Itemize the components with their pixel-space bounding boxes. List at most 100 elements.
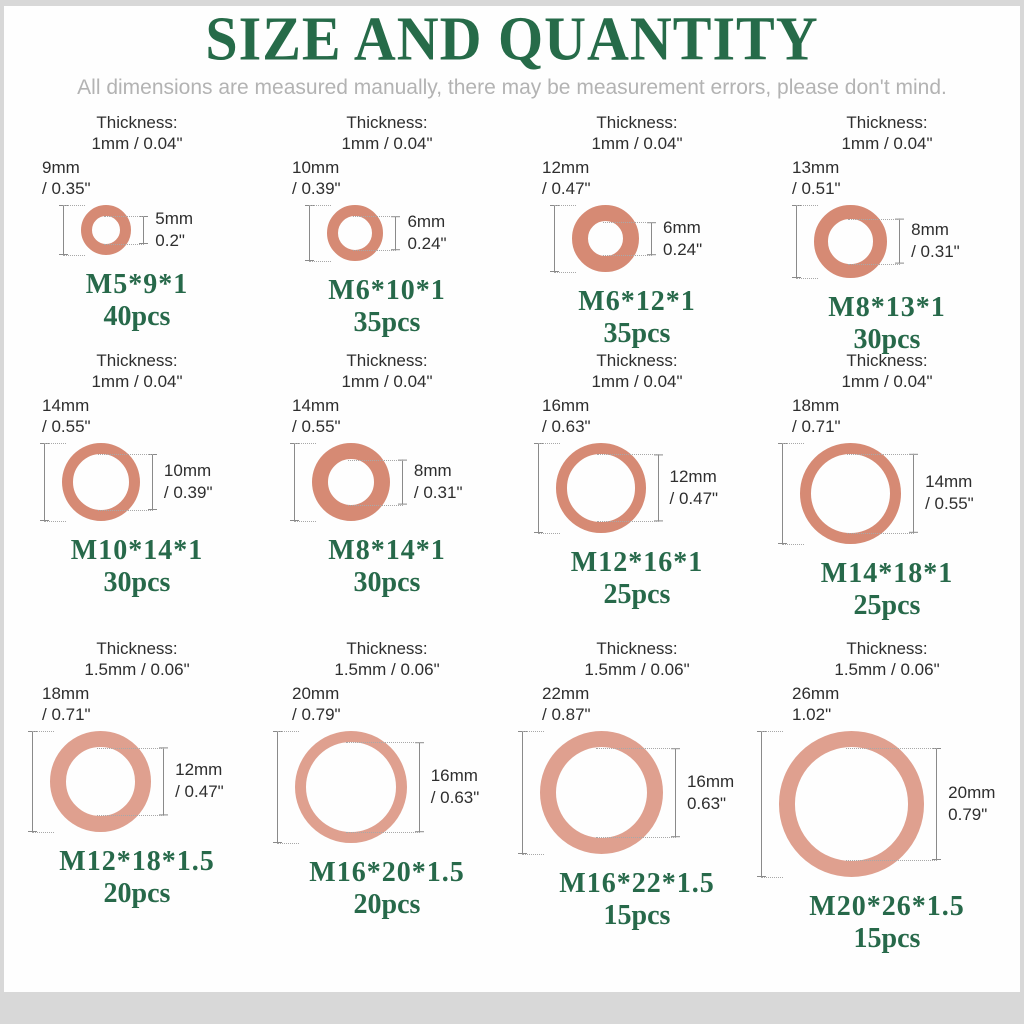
thickness-label: Thickness: 1.5mm / 0.06" bbox=[84, 638, 189, 681]
thickness-value: 1mm / 0.04" bbox=[841, 134, 933, 154]
outer-diameter-inch: / 0.55" bbox=[292, 416, 341, 436]
quantity-label: 15pcs bbox=[603, 900, 671, 932]
copper-washer-ring bbox=[778, 731, 925, 877]
measure-leader-line bbox=[796, 277, 819, 279]
size-label: M8*14*1 bbox=[328, 535, 446, 567]
outer-diameter-mm: 18mm bbox=[792, 395, 840, 415]
quantity-label: 25pcs bbox=[603, 578, 671, 610]
measure-leader-line bbox=[602, 221, 653, 223]
outer-diameter-mm: 14mm bbox=[292, 395, 340, 415]
inner-diameter-inch: / 0.55" bbox=[925, 494, 974, 514]
copper-washer-ring bbox=[294, 731, 407, 843]
washer-diagram: 16mm 0.63" bbox=[517, 731, 735, 856]
outer-diameter-inch: / 0.47" bbox=[542, 178, 591, 198]
page-title: SIZE AND QUANTITY bbox=[205, 3, 819, 74]
measure-leader-line bbox=[845, 859, 938, 861]
inner-diameter-mm: 16mm bbox=[430, 765, 478, 785]
measure-leader-line bbox=[846, 454, 915, 456]
outer-measure-line bbox=[272, 731, 282, 843]
measure-leader-line bbox=[346, 831, 420, 833]
washer-ring-box bbox=[39, 443, 157, 523]
washer-item: Thickness: 1.5mm / 0.06" 20mm / 0.79" 16… bbox=[262, 632, 512, 978]
measure-leader-line bbox=[97, 510, 153, 512]
inner-diameter-label: 6mm 0.24" bbox=[407, 211, 446, 255]
measure-leader-line bbox=[597, 521, 659, 523]
inner-diameter-inch: 0.63" bbox=[686, 793, 727, 813]
inner-diameter-mm: 16mm bbox=[686, 771, 735, 791]
thickness-title: Thickness: bbox=[346, 113, 428, 132]
outer-measure-line bbox=[517, 731, 527, 855]
outer-diameter-mm: 18mm bbox=[42, 683, 90, 703]
copper-washer-ring bbox=[61, 443, 140, 522]
measure-leader-line bbox=[760, 876, 783, 878]
thickness-label: Thickness: 1mm / 0.04" bbox=[841, 350, 932, 393]
washer-item: Thickness: 1.5mm / 0.06" 18mm / 0.71" 12… bbox=[12, 632, 262, 978]
outer-diameter-inch: / 0.71" bbox=[42, 704, 91, 724]
measure-leader-line bbox=[521, 854, 544, 856]
thickness-title: Thickness: bbox=[346, 639, 428, 658]
inner-diameter-inch: / 0.31" bbox=[911, 242, 960, 262]
inner-diameter-label: 6mm 0.24" bbox=[663, 217, 702, 261]
copper-washer-ring bbox=[539, 731, 663, 855]
inner-measure-line bbox=[139, 216, 149, 245]
measure-leader-line bbox=[602, 255, 653, 257]
copper-washer-ring bbox=[80, 205, 132, 256]
thickness-value: 1mm / 0.04" bbox=[591, 372, 683, 392]
washer-diagram: 5mm 0.2" bbox=[58, 205, 193, 257]
measure-leader-line bbox=[96, 814, 165, 816]
washer-ring-box bbox=[792, 205, 905, 279]
copper-washer-ring bbox=[327, 205, 384, 261]
inner-measure-line bbox=[159, 747, 169, 816]
inner-diameter-mm: 10mm bbox=[163, 461, 212, 481]
size-label: M8*13*1 bbox=[828, 291, 946, 323]
washer-ring-box bbox=[756, 731, 942, 878]
outer-measure-line bbox=[756, 731, 766, 877]
measure-leader-line bbox=[62, 255, 85, 257]
outer-measure-line bbox=[549, 205, 559, 273]
measure-leader-line bbox=[43, 443, 66, 444]
outer-diameter-inch: / 0.87" bbox=[542, 704, 591, 724]
thickness-value: 1mm / 0.04" bbox=[841, 372, 933, 392]
inner-diameter-mm: 8mm bbox=[413, 461, 452, 481]
thickness-label: Thickness: 1mm / 0.04" bbox=[591, 112, 682, 155]
outer-diameter-label: 10mm / 0.39" bbox=[292, 157, 341, 200]
inner-diameter-label: 20mm 0.79" bbox=[948, 782, 995, 826]
copper-washer-ring bbox=[50, 731, 152, 832]
size-label: M10*14*1 bbox=[70, 535, 204, 567]
thickness-title: Thickness: bbox=[846, 113, 928, 132]
inner-diameter-label: 14mm / 0.55" bbox=[925, 471, 974, 515]
inner-diameter-label: 12mm / 0.47" bbox=[670, 466, 719, 510]
outer-diameter-label: 14mm / 0.55" bbox=[42, 395, 91, 438]
inner-diameter-inch: / 0.47" bbox=[669, 488, 719, 508]
washer-diagram: 20mm 0.79" bbox=[756, 731, 995, 878]
size-label: M20*26*1.5 bbox=[809, 890, 965, 922]
washer-ring-box bbox=[58, 205, 149, 257]
washer-diagram: 12mm / 0.47" bbox=[533, 443, 719, 534]
size-label: M16*20*1.5 bbox=[309, 857, 465, 888]
washer-diagram: 6mm 0.24" bbox=[305, 205, 447, 262]
washer-item: Thickness: 1mm / 0.04" 14mm / 0.55" 8mm … bbox=[262, 344, 512, 632]
inner-diameter-mm: 6mm bbox=[407, 211, 446, 231]
outer-diameter-label: 18mm / 0.71" bbox=[792, 395, 841, 438]
washer-ring-box bbox=[517, 731, 680, 856]
measure-leader-line bbox=[847, 263, 901, 265]
thickness-title: Thickness: bbox=[596, 351, 678, 370]
quantity-label: 30pcs bbox=[853, 323, 921, 355]
quantity-label: 40pcs bbox=[103, 301, 171, 333]
outer-diameter-inch: / 0.55" bbox=[42, 416, 91, 436]
outer-diameter-label: 13mm / 0.51" bbox=[792, 157, 841, 200]
measure-leader-line bbox=[847, 218, 901, 220]
measure-leader-line bbox=[760, 731, 783, 732]
inner-diameter-mm: 6mm bbox=[663, 217, 701, 237]
washer-ring-box bbox=[778, 443, 919, 545]
outer-diameter-mm: 12mm bbox=[542, 157, 590, 177]
thickness-label: Thickness: 1mm / 0.04" bbox=[341, 350, 432, 393]
outer-diameter-inch: 1.02" bbox=[792, 704, 832, 724]
measure-leader-line bbox=[309, 205, 332, 206]
inner-diameter-label: 8mm / 0.31" bbox=[414, 460, 463, 504]
measure-leader-line bbox=[782, 443, 805, 444]
inner-measure-line bbox=[397, 459, 407, 505]
inner-diameter-inch: / 0.47" bbox=[175, 782, 224, 802]
washer-diagram: 16mm / 0.63" bbox=[272, 731, 479, 844]
size-label: M14*18*1 bbox=[820, 557, 954, 589]
